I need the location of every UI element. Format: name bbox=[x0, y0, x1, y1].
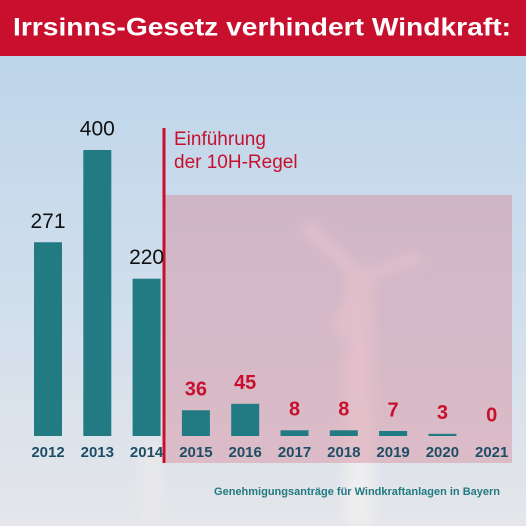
x-tick-label: 2020 bbox=[426, 444, 459, 461]
bar bbox=[181, 410, 210, 436]
source: Genehmigungsanträge für Windkraftanlagen… bbox=[214, 486, 500, 498]
value-label: 8 bbox=[289, 399, 300, 421]
value-label: 3 bbox=[437, 402, 448, 424]
x-tick-label: 2019 bbox=[376, 444, 409, 461]
bar bbox=[34, 242, 62, 436]
x-tick-label: 2016 bbox=[229, 444, 262, 461]
x-tick-label: 2014 bbox=[130, 444, 164, 461]
value-label: 271 bbox=[30, 210, 65, 233]
x-tick-label: 2018 bbox=[327, 444, 360, 461]
bar bbox=[329, 430, 358, 436]
value-label: 45 bbox=[234, 372, 256, 394]
regulation-period bbox=[164, 195, 512, 463]
bar bbox=[83, 150, 112, 436]
value-label: 7 bbox=[388, 399, 399, 421]
bar bbox=[132, 278, 161, 436]
chart-title: Irrsinns-Gesetz verhindert Windkraft: bbox=[13, 14, 511, 42]
bar bbox=[428, 433, 457, 436]
bar bbox=[231, 403, 260, 436]
title-banner bbox=[0, 0, 526, 56]
value-label: 8 bbox=[338, 399, 349, 421]
value-label: 220 bbox=[129, 246, 164, 269]
x-tick-label: 2012 bbox=[31, 444, 64, 461]
value-label: 400 bbox=[80, 118, 115, 141]
bar bbox=[280, 430, 309, 436]
turbine-image bbox=[140, 220, 424, 526]
x-tick-label: 2017 bbox=[278, 444, 311, 461]
x-tick-label: 2013 bbox=[81, 444, 114, 461]
annotation: der 10H-Regel bbox=[174, 152, 298, 173]
x-tick-label: 2015 bbox=[179, 444, 212, 461]
annotation: Einführung bbox=[174, 129, 266, 150]
value-label: 0 bbox=[486, 404, 497, 426]
bar bbox=[379, 430, 408, 436]
x-tick-label: 2021 bbox=[475, 444, 508, 461]
value-label: 36 bbox=[185, 379, 207, 401]
